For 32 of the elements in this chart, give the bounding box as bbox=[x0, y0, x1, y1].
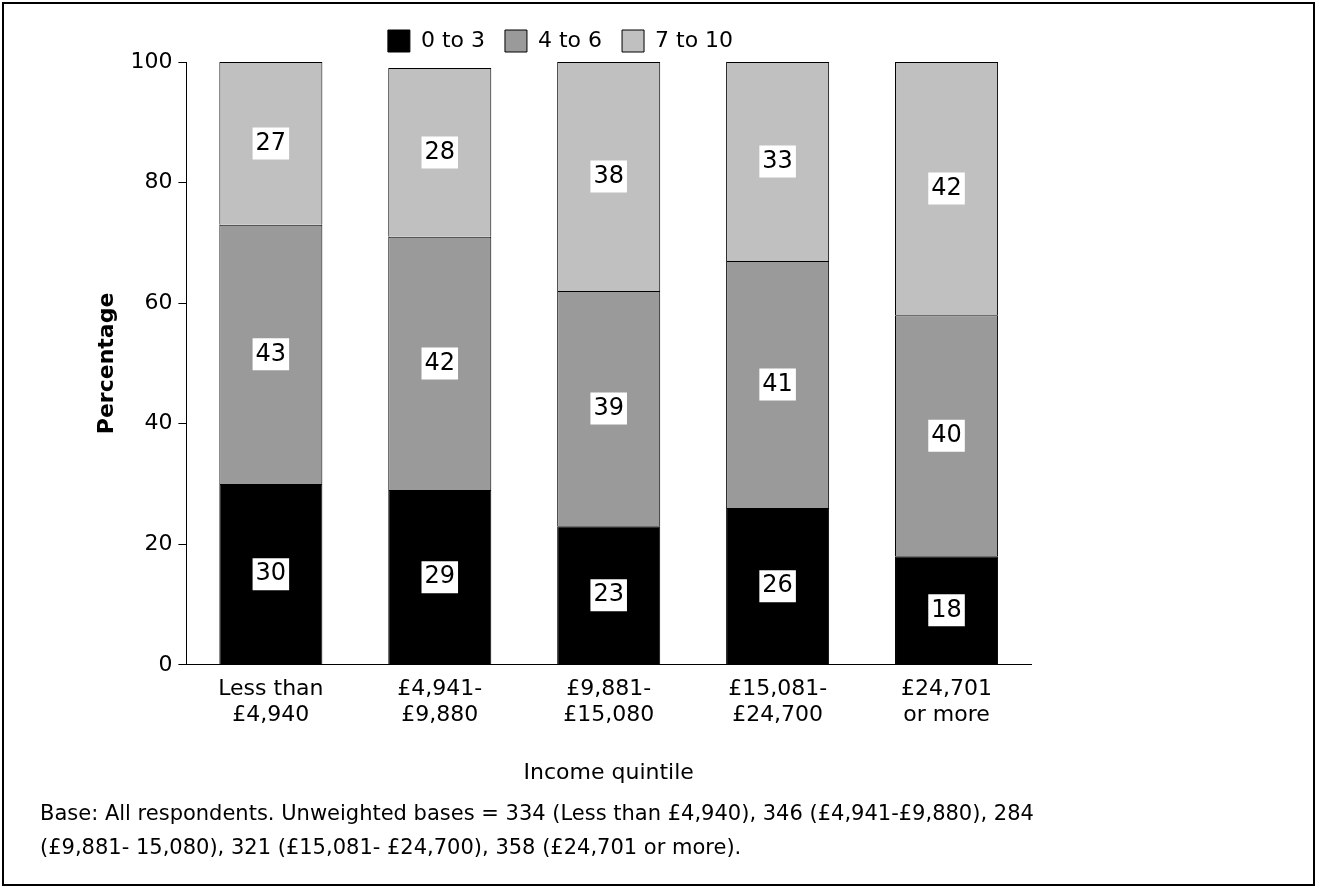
y-tick-label: 0 bbox=[158, 650, 173, 676]
x-tick-label: Less than £4,940 bbox=[218, 674, 324, 727]
data-label: 23 bbox=[593, 579, 624, 608]
data-label: 29 bbox=[424, 561, 456, 590]
y-axis-title: Percentage bbox=[92, 292, 118, 435]
y-tick-label: 100 bbox=[130, 47, 173, 73]
x-tick-label: £15,081-£24,700 bbox=[728, 674, 828, 727]
text: Base: All respondents. Unweighted bases = 334 (Less than £4,940), 346 (£4,941-£9,880), 284 (£9,881- 15,080), 321 (£15,081- £24,700), 358 (£24,701 or more). bbox=[40, 800, 1035, 861]
y-tick-label: 40 bbox=[144, 409, 173, 435]
data-label: 26 bbox=[762, 570, 793, 599]
data-label: 33 bbox=[762, 145, 793, 174]
x-tick-label: £24,701 or more bbox=[901, 674, 993, 727]
y-tick-label: 80 bbox=[144, 168, 173, 194]
data-label: 27 bbox=[255, 127, 287, 156]
legend-label: 0 to 3 bbox=[420, 26, 485, 52]
data-label: 28 bbox=[424, 136, 456, 165]
legend-label: 4 to 6 bbox=[537, 26, 603, 52]
data-label: 38 bbox=[593, 160, 624, 189]
x-tick-label: £4,941-£9,880 bbox=[397, 674, 483, 727]
x-axis-title: Income quintile bbox=[523, 758, 694, 784]
data-label: 42 bbox=[931, 172, 962, 201]
data-label: 43 bbox=[255, 338, 287, 367]
legend-label: 7 to 10 bbox=[655, 26, 734, 52]
y-tick-label: 60 bbox=[144, 288, 173, 314]
data-label: 41 bbox=[762, 368, 793, 397]
data-label: 39 bbox=[593, 392, 624, 421]
x-tick-label: £9,881-£15,080 bbox=[563, 674, 655, 727]
y-tick-label: 20 bbox=[144, 529, 173, 555]
data-label: 30 bbox=[255, 558, 287, 587]
data-label: 40 bbox=[931, 419, 962, 448]
data-label: 42 bbox=[424, 347, 456, 376]
data-label: 18 bbox=[931, 594, 962, 623]
